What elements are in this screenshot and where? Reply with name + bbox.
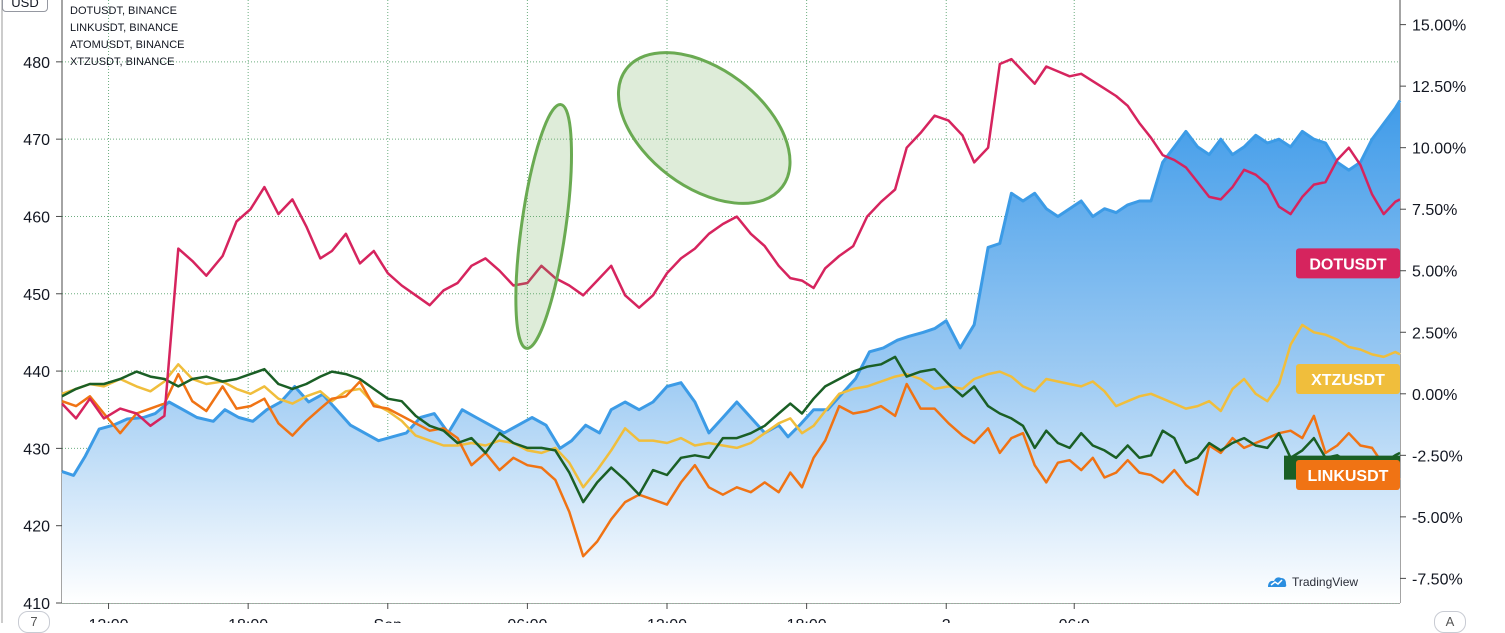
series-line-xtzusdt — [61, 323, 1401, 489]
right-axis-tick-label: -2.50% — [1412, 448, 1463, 465]
left-axis-tick-label: 420 — [23, 519, 50, 536]
right-axis-tick-label: -5.00% — [1412, 510, 1463, 527]
right-axis-tick-label: 10.00% — [1412, 141, 1466, 158]
left-axis-tick-label: 430 — [23, 441, 50, 458]
end-label-text: LINKUSDT — [1308, 468, 1389, 485]
time-axis-tick-label: 12:00 — [89, 617, 129, 623]
time-axis-tick-label: 2 — [942, 617, 951, 623]
highlight-ellipse-2 — [616, 51, 792, 205]
right-axis-tick-label: 0.00% — [1412, 387, 1457, 404]
right-axis-tick-label: 2.50% — [1412, 325, 1457, 342]
series-line-dotusdt — [61, 57, 1401, 428]
right-axis-tick-label: 12.50% — [1412, 79, 1466, 96]
legend-item-xtzusdt[interactable]: XTZUSDT, BINANCE — [70, 56, 175, 68]
tradingview-logo-icon — [1268, 577, 1287, 587]
left-axis-tick-label: 440 — [23, 364, 50, 381]
left-axis-tick-label: 410 — [23, 596, 50, 613]
time-axis-tick-label: 06:0 — [1059, 617, 1090, 623]
legend-item-dotusdt[interactable]: DOTUSDT, BINANCE — [70, 5, 177, 17]
series-line-atomusdt — [61, 355, 1401, 504]
time-axis-tick-label: 12:00 — [647, 617, 687, 623]
left-axis-tick-label: 480 — [23, 55, 50, 72]
time-axis-tick-label: Sep — [374, 617, 403, 623]
symbol-legend: DOTUSDT, BINANCE LINKUSDT, BINANCE ATOMU… — [70, 3, 185, 71]
time-axis-tick-label: 18:00 — [787, 617, 827, 623]
main-series-line — [61, 99, 1402, 477]
right-axis-tick-label: 15.00% — [1412, 18, 1466, 35]
time-axis-tick-label: 06:00 — [507, 617, 547, 623]
highlight-ellipse-1 — [514, 103, 573, 350]
go-to-start-button[interactable]: 7 — [18, 611, 50, 633]
series-line-linkusdt — [61, 372, 1401, 558]
left-axis-tick-label: 470 — [23, 132, 50, 149]
end-label-box — [1296, 248, 1400, 279]
end-label-box — [1296, 364, 1400, 395]
left-axis-tick-label: 450 — [23, 287, 50, 304]
main-series-area — [62, 100, 1400, 603]
left-axis-tick-label: 460 — [23, 209, 50, 226]
tradingview-brand-text: TradingView — [1292, 575, 1359, 589]
end-label-text: DOTUSDT — [1309, 256, 1387, 273]
tradingview-watermark: TradingView — [1266, 575, 1358, 589]
end-label-linkusdt: LINKUSDT — [1296, 460, 1400, 491]
end-label-box — [1296, 460, 1400, 491]
end-label-xtzusdt: XTZUSDT — [1296, 364, 1400, 395]
end-label-dotusdt: DOTUSDT — [1296, 248, 1400, 279]
legend-item-linkusdt[interactable]: LINKUSDT, BINANCE — [70, 22, 179, 34]
currency-badge[interactable]: USD — [2, 0, 48, 12]
end-label-text: XTZUSDT — [1311, 372, 1385, 389]
right-axis-tick-label: 5.00% — [1412, 264, 1457, 281]
right-axis-tick-label: 7.50% — [1412, 202, 1457, 219]
scale-options-button[interactable]: A — [1434, 611, 1466, 633]
time-axis-tick-label: 18:00 — [228, 617, 268, 623]
legend-item-atomusdt[interactable]: ATOMUSDT, BINANCE — [70, 39, 185, 51]
right-axis-tick-label: -7.50% — [1412, 571, 1463, 588]
